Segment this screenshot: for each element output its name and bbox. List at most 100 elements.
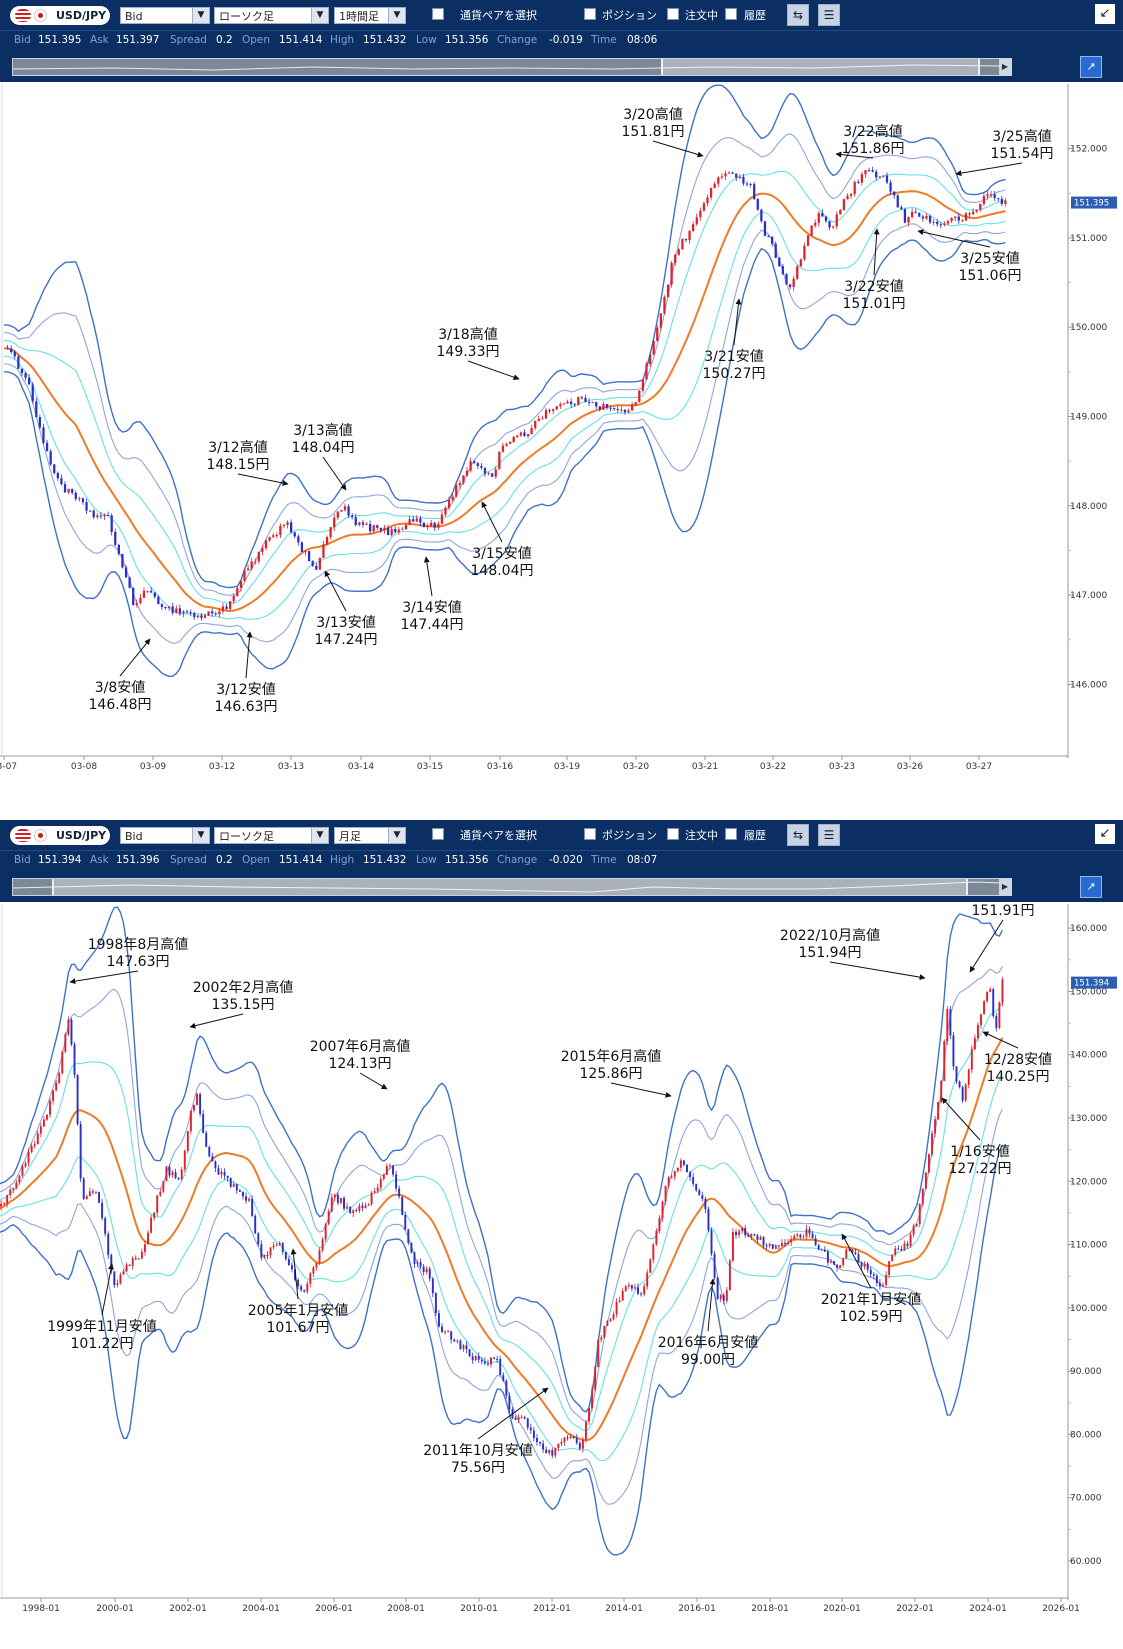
candle <box>924 1172 927 1189</box>
candle <box>311 561 314 566</box>
collapse-corner-icon[interactable]: ↙ <box>1095 824 1115 844</box>
candle <box>803 245 806 260</box>
candle <box>38 417 42 428</box>
annotation-arrow <box>290 1248 299 1300</box>
candle <box>189 1110 192 1132</box>
candle <box>207 611 210 616</box>
candle <box>829 1261 832 1263</box>
chart-settings-icon[interactable]: ⇆ <box>787 824 809 846</box>
candle <box>419 518 422 523</box>
candle <box>281 1243 284 1252</box>
candle <box>71 488 74 493</box>
candle <box>232 596 235 602</box>
candle <box>624 1286 627 1291</box>
timeframe-select[interactable]: 1時間足 ▼ <box>334 7 406 24</box>
candle <box>63 484 67 493</box>
candlestick-chart[interactable]: 60.000 70.000 80.000 90.000 100.000 110.000 12… <box>0 904 1123 1649</box>
chart-navigator[interactable]: ▶ <box>12 58 1012 76</box>
navigator-window[interactable] <box>660 59 981 75</box>
candle <box>848 1249 851 1251</box>
collapse-corner-icon[interactable]: ↙ <box>1095 4 1115 24</box>
candle <box>471 1356 474 1361</box>
candle <box>24 373 27 378</box>
open-value: 151.414 <box>279 854 323 866</box>
chart-navigator[interactable]: ▶ <box>12 878 1012 896</box>
annotation-title: 1999年11月安値 <box>47 1319 156 1335</box>
currency-pair-label: USD/JPY <box>56 829 107 842</box>
candle <box>196 615 199 618</box>
candle <box>132 587 135 606</box>
chart-list-icon[interactable]: ☰ <box>818 824 840 846</box>
history-checkbox[interactable] <box>725 828 737 840</box>
candle <box>717 177 720 184</box>
zoom-button[interactable]: ↗ <box>1080 876 1102 898</box>
candle <box>765 1245 768 1247</box>
candle <box>989 194 993 196</box>
candle <box>706 197 709 204</box>
candle <box>950 217 953 222</box>
candle <box>336 511 339 518</box>
candle <box>60 478 63 485</box>
candle <box>140 1251 143 1259</box>
candle <box>727 172 731 174</box>
orders-checkbox[interactable] <box>667 828 679 840</box>
bid-ask-select[interactable]: Bid ▼ <box>120 827 210 844</box>
candle <box>627 410 630 413</box>
chart-list-icon[interactable]: ☰ <box>818 4 840 26</box>
currency-pair-label: USD/JPY <box>56 9 107 22</box>
candle <box>710 1230 713 1254</box>
candle <box>796 266 799 279</box>
candle <box>6 1194 9 1204</box>
chevron-down-icon: ▼ <box>388 8 405 23</box>
x-tick-label: 2016-01 <box>678 1604 716 1614</box>
candle <box>774 1245 777 1249</box>
candle <box>731 1231 734 1261</box>
chart-settings-icon[interactable]: ⇆ <box>787 4 809 26</box>
navigator-next-icon[interactable]: ▶ <box>999 879 1011 895</box>
annotation-arrow <box>101 1263 114 1316</box>
annotation-title: 3/12高値 <box>208 439 267 456</box>
candle <box>189 612 192 614</box>
navigator-next-icon[interactable]: ▶ <box>999 59 1011 75</box>
candle <box>641 379 645 391</box>
timeframe-select[interactable]: 月足 ▼ <box>334 827 406 844</box>
candle <box>85 502 88 511</box>
orders-checkbox[interactable] <box>667 8 679 20</box>
chart-type-select[interactable]: ローソク足 ▼ <box>214 7 329 24</box>
x-tick-label: 03-27 <box>966 762 992 772</box>
annotation-arrow <box>917 229 991 248</box>
candle <box>821 213 824 217</box>
zoom-button[interactable]: ↗ <box>1080 56 1102 78</box>
candle <box>670 262 673 285</box>
candle <box>648 354 652 365</box>
candle <box>745 183 749 185</box>
candle <box>1004 200 1007 204</box>
x-tick-label: 2002-01 <box>169 1604 207 1614</box>
currency-pair-button[interactable]: USD/JPY <box>10 6 110 25</box>
candle <box>544 410 548 419</box>
candle <box>483 1361 486 1364</box>
candle <box>162 1181 165 1192</box>
candlestick-chart[interactable]: 146.000 147.000 148.000 149.000 150.000 151.0… <box>0 84 1123 808</box>
navigator-window[interactable] <box>52 879 969 895</box>
candle <box>774 243 777 258</box>
annotation-title: 3/25安値 <box>960 251 1019 267</box>
candle <box>413 1252 416 1264</box>
history-checkbox[interactable] <box>725 8 737 20</box>
time-value: 08:06 <box>627 34 658 46</box>
currency-pair-button[interactable]: USD/JPY <box>10 826 110 845</box>
chart-type-select[interactable]: ローソク足 ▼ <box>214 827 329 844</box>
x-tick-label: 2018-01 <box>751 1604 789 1614</box>
candle <box>658 1218 661 1231</box>
bid-ask-select[interactable]: Bid ▼ <box>120 7 210 24</box>
position-checkbox[interactable] <box>584 828 596 840</box>
candle <box>178 608 182 614</box>
position-checkbox[interactable] <box>584 8 596 20</box>
candle <box>46 1114 48 1120</box>
jp-flag-icon <box>34 9 47 22</box>
select-pair-checkbox[interactable] <box>432 828 444 840</box>
select-pair-checkbox[interactable] <box>432 8 444 20</box>
candle <box>70 1019 73 1045</box>
candle <box>643 1286 646 1295</box>
candle <box>961 220 964 222</box>
